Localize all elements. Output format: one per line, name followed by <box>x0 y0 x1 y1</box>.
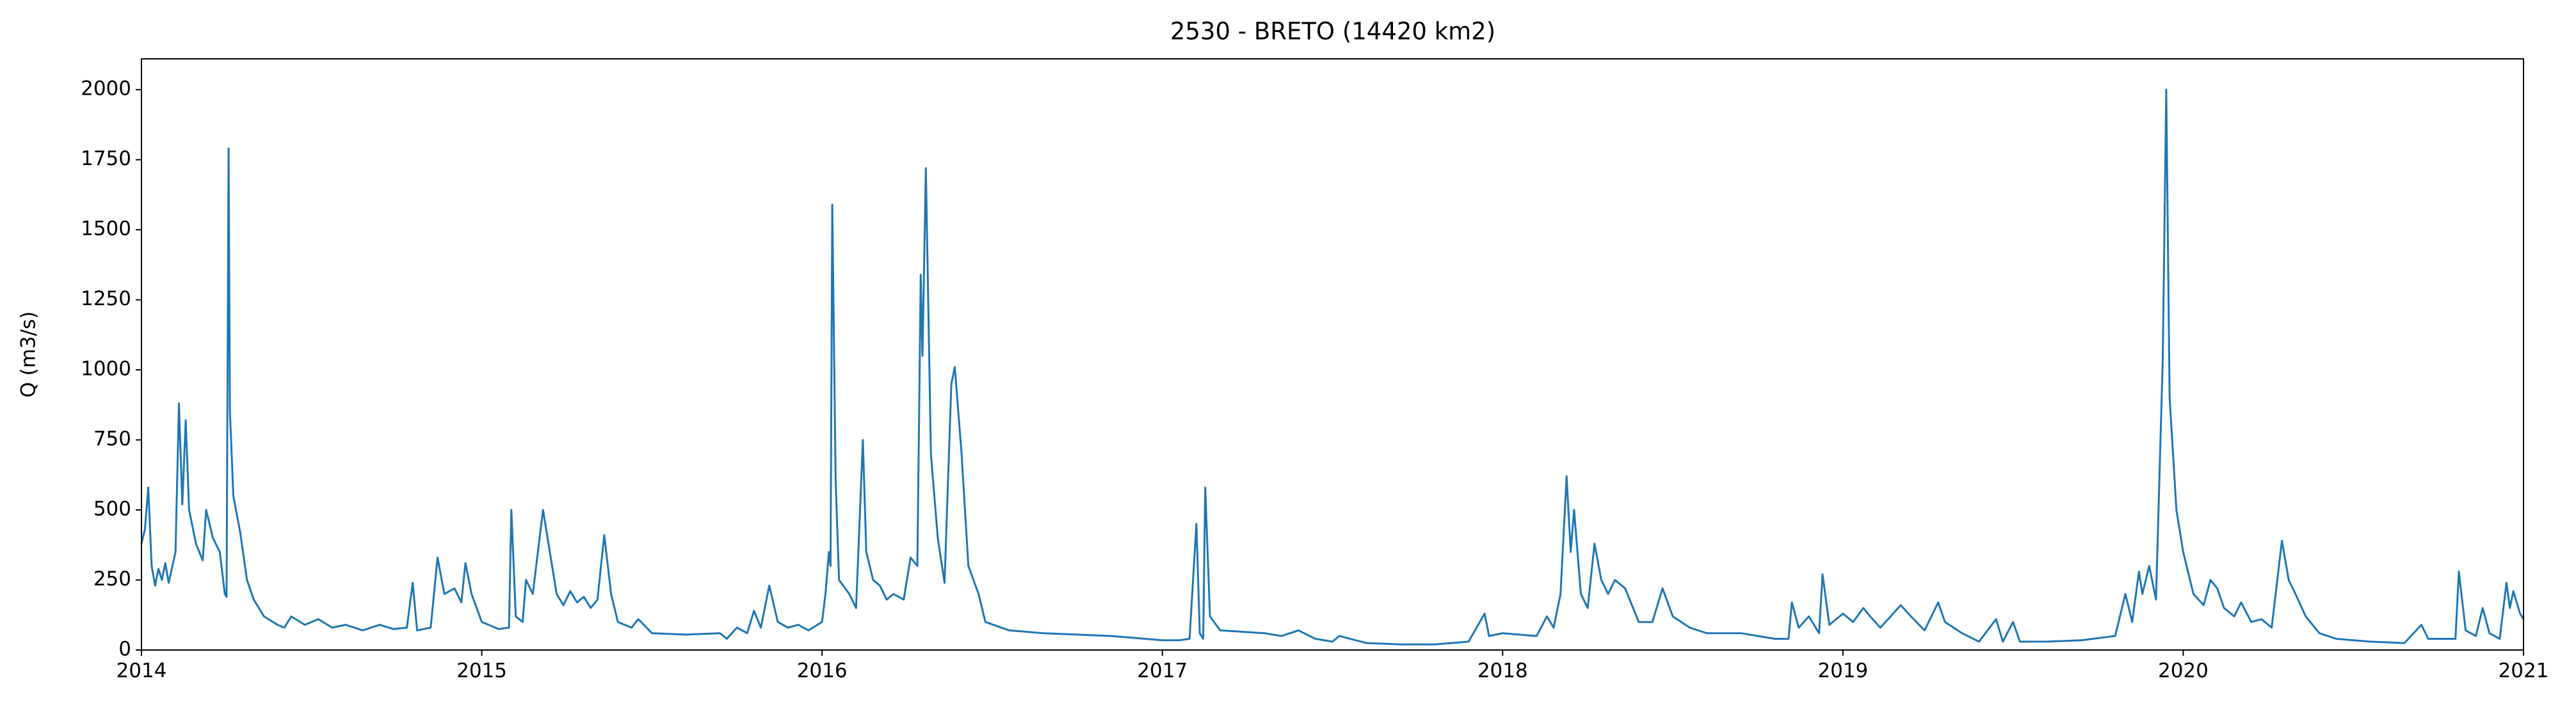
y-tick-label: 1250 <box>81 287 131 310</box>
y-tick-label: 750 <box>93 427 131 450</box>
chart-title: 2530 - BRETO (14420 km2) <box>1170 18 1495 45</box>
x-tick-label: 2020 <box>2158 660 2209 683</box>
x-tick-label: 2018 <box>1477 660 1528 683</box>
data-line <box>140 88 2525 646</box>
x-tick-label: 2016 <box>797 660 848 683</box>
plot-frame <box>141 58 2524 651</box>
y-tick-label: 1750 <box>81 147 131 170</box>
y-tick-label: 0 <box>118 638 131 661</box>
x-tick-label: 2014 <box>117 660 167 683</box>
x-tick-label: 2017 <box>1137 660 1187 683</box>
y-tick-label: 1500 <box>81 218 131 241</box>
y-tick-label: 500 <box>93 498 131 521</box>
x-tick-label: 2019 <box>1817 660 1868 683</box>
x-tick-label: 2021 <box>2499 660 2549 683</box>
y-tick-label: 2000 <box>81 77 131 100</box>
x-tick-label: 2015 <box>456 660 507 683</box>
y-tick-label: 1000 <box>81 358 131 381</box>
y-axis-label: Q (m3/s) <box>17 312 40 398</box>
y-tick-label: 250 <box>93 567 131 591</box>
